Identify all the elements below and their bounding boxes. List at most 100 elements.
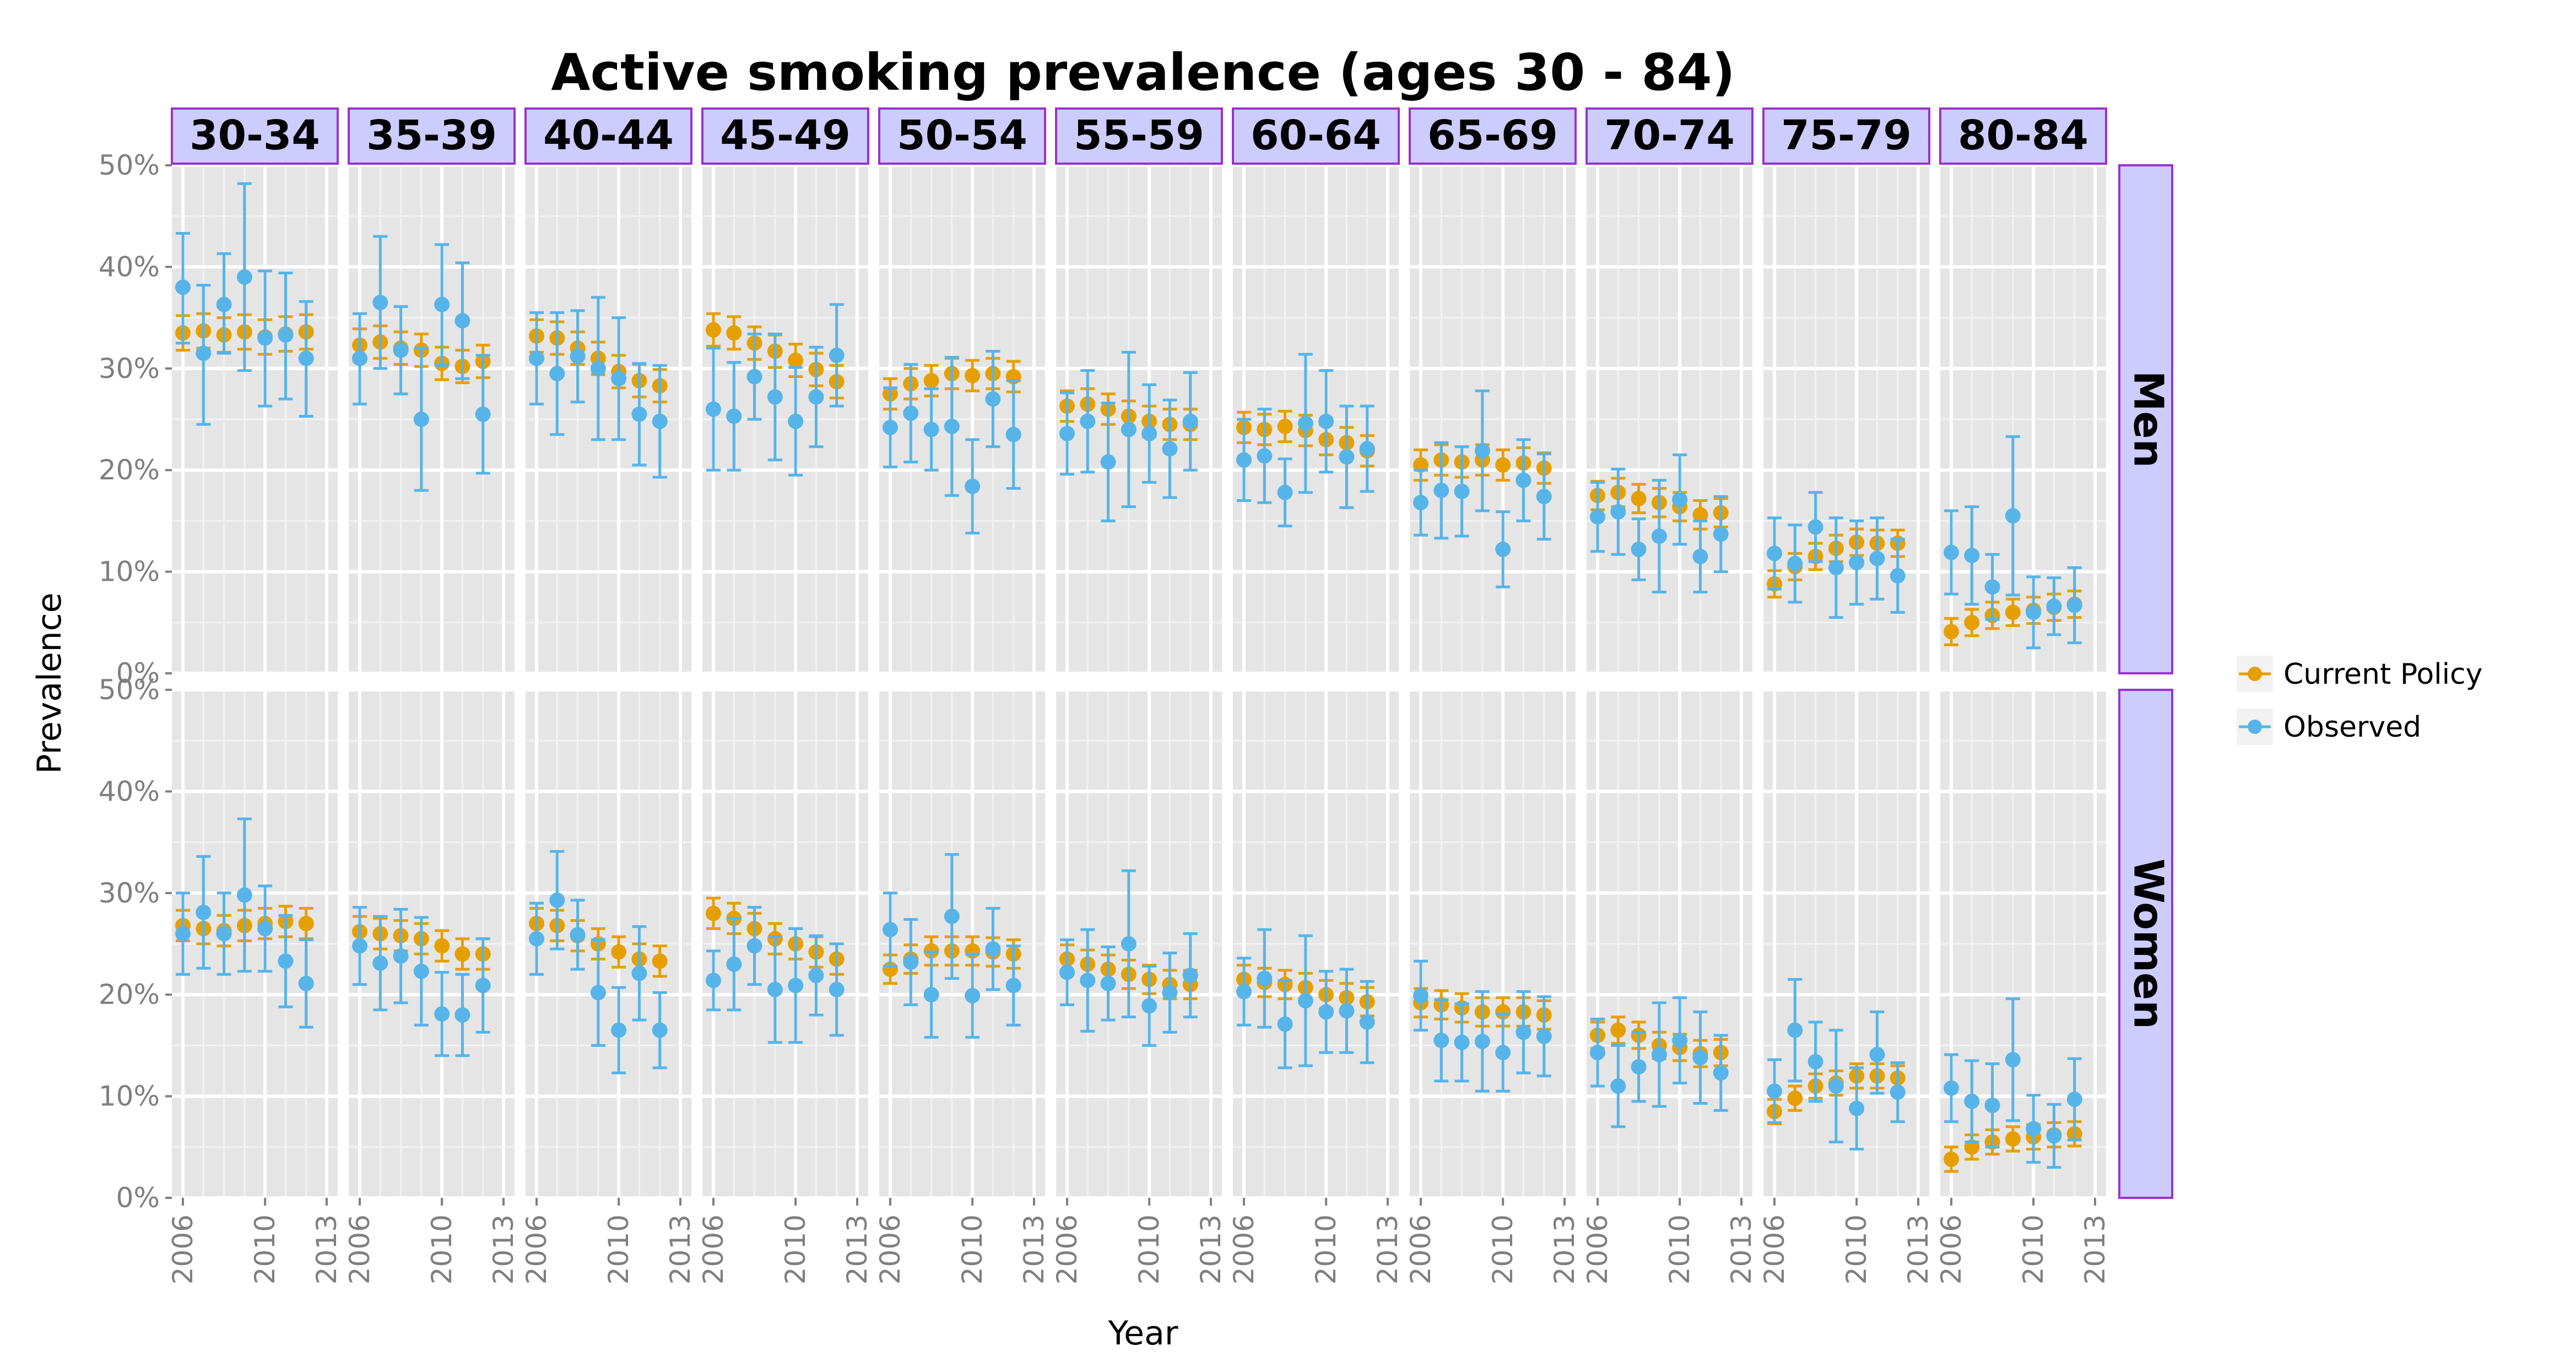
data-point [1849, 555, 1865, 571]
data-point [1944, 1151, 1959, 1167]
strip-box-30-34 [171, 107, 339, 165]
data-point [1433, 1033, 1449, 1049]
data-point [216, 296, 232, 312]
legend-dot-observed [2248, 720, 2262, 734]
y-tick-label: 40% [99, 251, 160, 283]
data-point [1141, 998, 1157, 1014]
series-observed-men-65-69 [1413, 389, 1552, 588]
strip-30-34: 30-34 [171, 107, 339, 165]
data-point [1828, 1078, 1844, 1094]
data-point [1651, 528, 1667, 544]
data-point [1787, 1022, 1803, 1038]
facet-strips: 30-34 35-39 40-44 45-49 50-54 55-59 60-64 65-69… [171, 107, 2173, 1199]
data-point [1536, 1028, 1552, 1044]
strip-label-55-59: 55-59 [1074, 112, 1204, 159]
x-tick-label: 2006 [1582, 1214, 1614, 1284]
data-point [2005, 1052, 2021, 1068]
data-point [611, 1022, 627, 1038]
strip-label-35-39: 35-39 [366, 112, 497, 159]
data-point [923, 372, 939, 388]
data-point [706, 972, 721, 988]
data-point [475, 977, 491, 993]
data-point [257, 921, 273, 937]
data-point [1944, 544, 1959, 560]
legend: Current Policy Observed [2237, 656, 2482, 745]
data-point [1672, 1033, 1688, 1049]
x-tick-label: 2006 [1758, 1214, 1790, 1284]
data-point [1767, 545, 1782, 561]
data-point [570, 348, 586, 364]
data-point [1454, 1034, 1470, 1050]
data-point [631, 965, 647, 981]
data-point [372, 294, 388, 310]
x-tick-label: 2013 [1018, 1214, 1050, 1284]
x-tick-label: 2006 [697, 1214, 729, 1284]
data-point [1713, 526, 1729, 542]
strip-label-30-34: 30-34 [190, 112, 320, 159]
series-observed-women-60-64 [1236, 928, 1375, 1069]
series-observed-women-50-54 [883, 853, 1021, 1039]
data-point [413, 412, 429, 427]
data-point [434, 296, 450, 312]
data-point [590, 985, 606, 1001]
data-point [726, 956, 742, 972]
row-strip-box-men [2118, 164, 2173, 674]
data-point [829, 981, 845, 997]
data-point [706, 401, 721, 417]
data-point [726, 325, 742, 341]
series-observed-women-35-39 [352, 906, 491, 1057]
data-point [1121, 936, 1137, 952]
series-observed-women-45-49 [706, 906, 845, 1044]
strip-70-74: 70-74 [1585, 107, 1754, 165]
data-point [1277, 418, 1293, 434]
data-point [965, 988, 981, 1004]
legend-label-observed: Observed [2283, 711, 2421, 744]
series-observed-women-70-74 [1590, 996, 1729, 1128]
data-point [1318, 1004, 1334, 1020]
y-tick-label: 20% [99, 454, 160, 486]
strip-box-65-69 [1409, 107, 1577, 165]
data-point [965, 478, 981, 494]
data-point [985, 941, 1001, 957]
data-point [413, 963, 429, 979]
data-point [1495, 457, 1511, 473]
data-point [257, 330, 273, 346]
x-tick-label: 2006 [1051, 1214, 1083, 1284]
x-tick-label: 2006 [344, 1214, 376, 1284]
data-point [1590, 1045, 1605, 1061]
y-axis-title: Prevalence [30, 592, 69, 774]
data-point [529, 931, 544, 947]
data-point [1516, 472, 1531, 488]
data-point [1964, 548, 1980, 564]
data-point [1277, 1016, 1293, 1032]
row-strip-box-women [2118, 689, 2173, 1199]
data-point [1869, 1046, 1885, 1062]
data-point [2046, 1128, 2062, 1144]
data-point [590, 360, 606, 376]
x-tick-label: 2013 [488, 1214, 519, 1284]
data-point [1984, 1098, 2000, 1114]
x-tick-label: 2013 [1725, 1214, 1757, 1284]
data-point [1536, 489, 1552, 505]
strip-label-50-54: 50-54 [897, 112, 1027, 159]
data-point [883, 922, 898, 938]
data-point [944, 909, 960, 925]
data-point [1005, 977, 1021, 993]
y-tick-label: 40% [99, 775, 160, 807]
x-tick-label: 2010 [1310, 1214, 1342, 1284]
y-tick-label: 10% [99, 1080, 160, 1112]
data-point [1944, 1080, 1959, 1096]
data-point [1182, 413, 1198, 429]
x-tick-label: 2013 [1549, 1214, 1581, 1284]
strip-label-75-79: 75-79 [1781, 112, 1912, 159]
series-observed-men-70-74 [1590, 453, 1729, 593]
data-point [1339, 1003, 1355, 1019]
x-tick-label: 2013 [841, 1214, 873, 1284]
data-point [1413, 495, 1428, 511]
series-observed-men-40-44 [529, 296, 668, 479]
strip-55-59: 55-59 [1055, 107, 1223, 165]
data-point [706, 322, 721, 338]
data-point [611, 371, 627, 387]
x-tick-label: 2006 [521, 1214, 553, 1284]
data-point [1631, 542, 1647, 558]
